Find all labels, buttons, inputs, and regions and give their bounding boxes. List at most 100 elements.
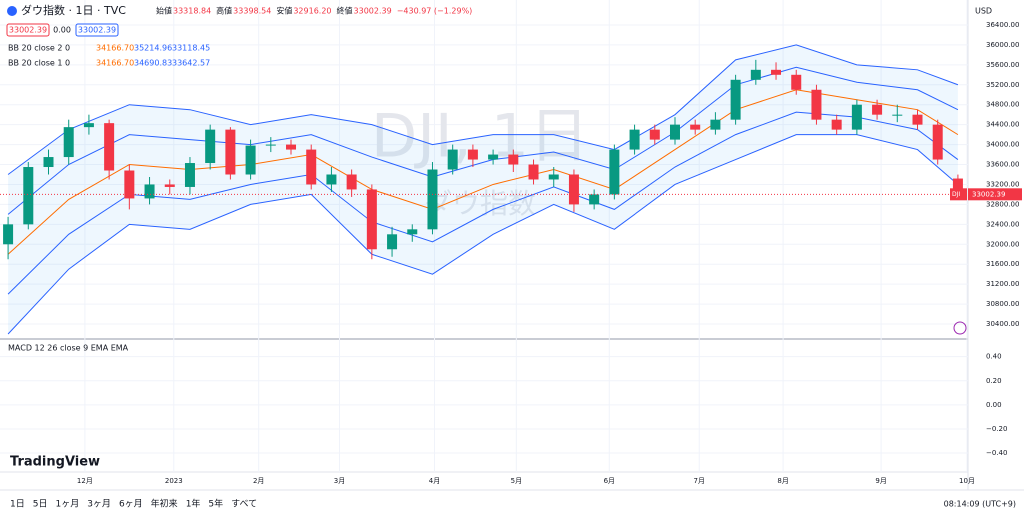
candle-body [629,129,640,150]
candle-body [265,144,276,146]
ohlc: 始値 33318.84 高値 33398.54 安値 32916.20 終値 33002.39… [156,6,472,16]
symbol-icon [7,6,17,16]
y-tick-label: 34400.00 [986,121,1019,129]
candle-body [609,149,620,195]
macd-title[interactable]: MACD 12 26 close 9 EMA EMA [8,344,129,353]
candle-body [589,194,600,205]
indicator-value: 33118.45 [172,44,210,53]
indicator-label[interactable]: BB 20 close 1 0 [8,59,70,68]
candle-body [831,119,842,130]
candle-body [710,119,721,130]
candle-body [851,104,862,130]
y-tick-label: 31600.00 [986,260,1019,268]
ohlc-item: 33318.84 [173,7,211,16]
band-line [7,134,959,335]
y-tick-label: −0.20 [986,425,1007,433]
alert-icon[interactable] [953,321,967,335]
y-tick-label: 30800.00 [986,300,1019,308]
range-button[interactable]: 1日 [10,499,25,510]
candle-body [892,114,903,116]
y-tick-label: 34000.00 [986,141,1019,149]
x-tick-label: 5月 [511,477,522,485]
candle-body [326,174,337,185]
ohlc-item: 始値 [156,6,172,16]
candle-body [447,149,458,170]
candle-body [488,154,499,160]
grid [0,0,968,472]
ohlc-item: 32916.20 [293,7,331,16]
y-tick-label: 31200.00 [986,280,1019,288]
candle-body [932,124,943,160]
candle-body [225,129,236,175]
candle-body [791,74,802,90]
toolbar: 1日 5日 1ヶ月 3ヶ月 6ヶ月 年初来 1年 5年 すべて [10,498,257,510]
indicator-value: 34166.70 [96,44,134,53]
candle-body [872,104,883,115]
symbol-tag: DJI [952,191,960,198]
y-tick-label: 32400.00 [986,220,1019,228]
x-tick-label: 4月 [429,477,440,485]
range-button[interactable]: 1ヶ月 [55,499,79,510]
indicator-value: 33642.57 [172,59,210,68]
candle-body [528,164,539,180]
candle-body [730,79,741,120]
range-button[interactable]: 5日 [33,499,48,510]
indicator-label[interactable]: BB 20 close 2 0 [8,44,70,53]
candle-body [164,184,175,187]
x-tick-label: 6月 [604,477,615,485]
range-button[interactable]: すべて [231,499,257,510]
candle-body [104,123,115,171]
range-button[interactable]: 6ヶ月 [119,499,143,510]
symbol-tag-bg [950,188,967,201]
band-fill [8,44,958,335]
candle-body [366,189,377,250]
y-tick-label: 32800.00 [986,200,1019,208]
range-button[interactable]: 5年 [208,498,223,510]
range-button[interactable]: 1年 [186,498,201,510]
y-tick-label: 0.40 [986,353,1002,361]
ohlc-item: 安値 [276,6,292,16]
symbol-title[interactable]: ダウ指数 · 1日 · TVC [21,3,126,17]
candle-body [184,163,195,187]
range-button[interactable]: 年初来 [151,498,178,510]
x-tick-label: 9月 [875,477,886,485]
indicator-value: 35214.96 [134,44,172,53]
candle-body [124,170,135,199]
candle-body [467,149,478,160]
candle-body [387,234,398,250]
y-tick-label: −0.40 [986,449,1007,457]
candle-body [23,167,34,225]
currency[interactable]: USD [975,7,992,16]
candle-body [144,184,155,199]
sell-price[interactable]: 33002.39 [9,26,47,35]
range-button[interactable]: 3ヶ月 [87,499,111,510]
ohlc-item: 33002.39 [354,7,392,16]
y-tick-label: 32000.00 [986,240,1019,248]
logo[interactable]: TradingView [10,455,100,470]
y-tick-label: 33600.00 [986,161,1019,169]
candle-body [750,69,761,80]
y-tick-label: 0.20 [986,377,1002,385]
x-tick-label: 12月 [77,477,93,485]
sell-box[interactable] [6,23,50,37]
candle-body [245,145,256,175]
candle-body [568,174,579,205]
candle-body [649,129,660,140]
buy-price[interactable]: 33002.39 [78,26,116,35]
clock: 08:14:09 (UTC+9) [944,500,1016,509]
y-tick-label: 35600.00 [986,61,1019,69]
candle-body [811,89,822,120]
candle-body [669,124,680,140]
y-tick-label: 34800.00 [986,101,1019,109]
spread: 0.00 [53,26,71,35]
ohlc-item: 終値 [337,6,353,16]
band-line [7,44,959,175]
candle-body [63,127,74,158]
y-tick-label: 36400.00 [986,21,1019,29]
x-tick-label: 3月 [334,477,345,485]
price-tag: 33002.39 [972,190,1005,198]
buy-box[interactable] [75,23,119,37]
y-tick-label: 0.00 [986,401,1002,409]
